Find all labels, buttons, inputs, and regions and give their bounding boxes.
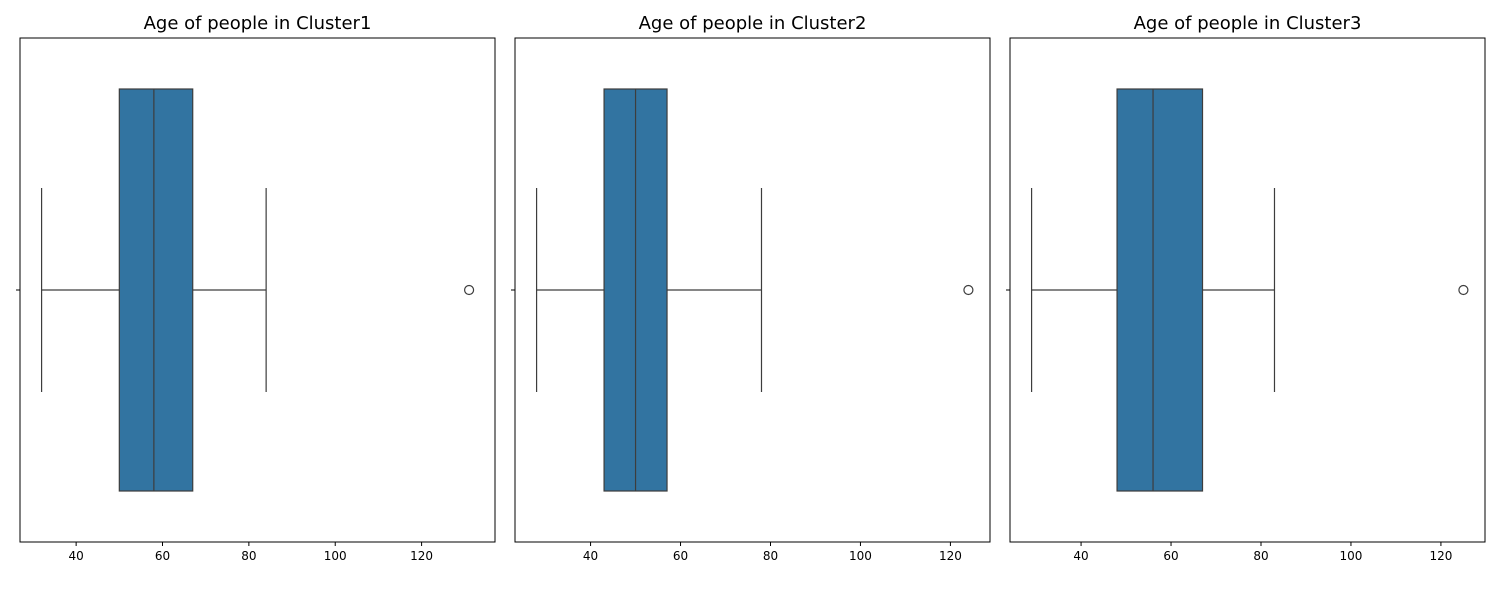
iqr-box <box>118 88 194 492</box>
x-tick-label: 120 <box>410 549 433 563</box>
x-tick-label: 60 <box>673 549 688 563</box>
x-tick-label: 60 <box>1163 549 1178 563</box>
outlier-point <box>463 284 475 296</box>
x-tick-label: 120 <box>939 549 962 563</box>
panel-cluster3: Age of people in Cluster3 40 60 80 100 120 <box>1006 13 1486 563</box>
outlier-point <box>963 284 974 296</box>
plot-title: Age of people in Cluster3 <box>1134 13 1362 34</box>
x-tick-label: 60 <box>155 549 170 563</box>
x-tick-label: 80 <box>763 549 778 563</box>
x-tick-label: 100 <box>849 549 872 563</box>
x-tick-label: 80 <box>241 549 256 563</box>
panel-cluster1: Age of people in Cluster1 40 60 80 100 120 <box>16 13 496 563</box>
x-tick-label: 40 <box>1073 549 1088 563</box>
iqr-box <box>1116 88 1204 492</box>
x-tick-label: 100 <box>1340 549 1363 563</box>
outlier-point <box>1458 284 1469 296</box>
x-tick-label: 100 <box>324 549 347 563</box>
plot-title: Age of people in Cluster2 <box>639 13 867 34</box>
x-tick-label: 120 <box>1429 549 1452 563</box>
x-tick-label: 40 <box>583 549 598 563</box>
panel-cluster2: Age of people in Cluster2 40 60 80 100 120 <box>511 13 991 563</box>
plot-title: Age of people in Cluster1 <box>144 13 372 34</box>
x-tick-label: 80 <box>1253 549 1268 563</box>
x-tick-label: 40 <box>68 549 83 563</box>
